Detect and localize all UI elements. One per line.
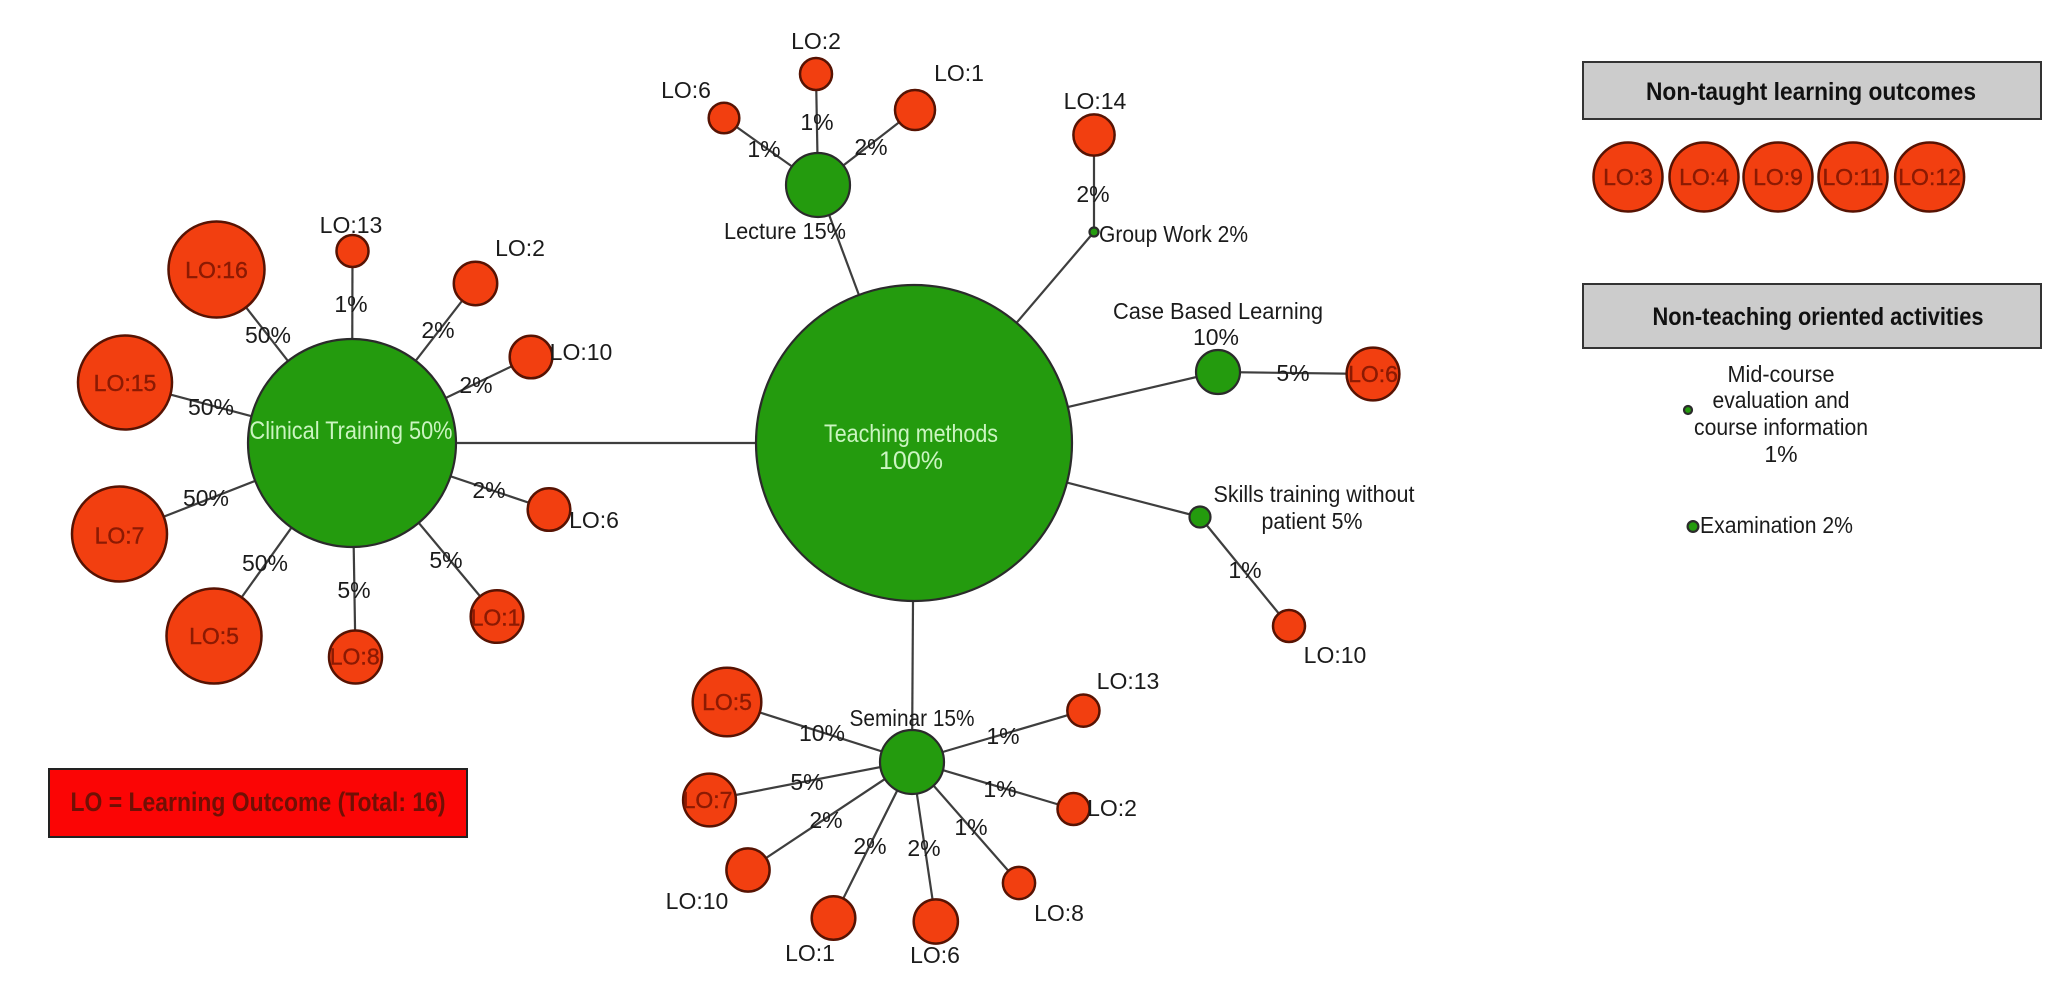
svg-text:LO:6: LO:6	[910, 942, 960, 968]
svg-text:1%: 1%	[747, 136, 780, 162]
svg-text:Lecture 15%: Lecture 15%	[724, 218, 846, 244]
svg-text:Seminar 15%: Seminar 15%	[850, 705, 975, 731]
svg-text:5%: 5%	[1276, 360, 1309, 386]
svg-text:LO:10: LO:10	[1304, 642, 1367, 668]
svg-text:50%: 50%	[245, 322, 291, 348]
svg-text:LO:16: LO:16	[185, 257, 248, 283]
svg-text:2%: 2%	[809, 807, 842, 833]
svg-text:LO:2: LO:2	[1087, 795, 1137, 821]
svg-text:LO:13: LO:13	[1097, 668, 1160, 694]
svg-text:LO:1: LO:1	[785, 940, 835, 966]
svg-text:patient 5%: patient 5%	[1262, 508, 1363, 534]
svg-text:1%: 1%	[986, 723, 1019, 749]
svg-text:Group Work 2%: Group Work 2%	[1099, 221, 1248, 247]
svg-text:2%: 2%	[421, 317, 454, 343]
svg-text:LO:5: LO:5	[189, 623, 239, 649]
svg-text:LO:8: LO:8	[1034, 900, 1084, 926]
svg-text:Case Based Learning: Case Based Learning	[1113, 298, 1323, 324]
svg-text:5%: 5%	[790, 769, 823, 795]
svg-text:2%: 2%	[853, 833, 886, 859]
svg-text:10%: 10%	[1193, 324, 1239, 350]
svg-text:LO:6: LO:6	[661, 77, 711, 103]
svg-text:LO:10: LO:10	[666, 888, 729, 914]
svg-text:LO:6: LO:6	[569, 507, 619, 533]
svg-text:LO:11: LO:11	[1823, 164, 1884, 190]
svg-text:LO:9: LO:9	[1753, 164, 1803, 190]
svg-text:1%: 1%	[1764, 441, 1797, 467]
svg-text:5%: 5%	[429, 547, 462, 573]
svg-text:Non-taught learning outcomes: Non-taught learning outcomes	[1646, 78, 1976, 106]
svg-text:1%: 1%	[800, 109, 833, 135]
svg-text:50%: 50%	[242, 550, 288, 576]
svg-text:Mid-course: Mid-course	[1728, 361, 1835, 387]
svg-text:Clinical Training 50%: Clinical Training 50%	[250, 417, 453, 445]
svg-text:evaluation and: evaluation and	[1713, 387, 1850, 413]
svg-text:LO:8: LO:8	[330, 644, 380, 670]
svg-text:LO:1: LO:1	[471, 605, 521, 631]
svg-text:LO:2: LO:2	[791, 28, 841, 54]
svg-text:LO:1: LO:1	[934, 60, 984, 86]
svg-text:LO:4: LO:4	[1679, 164, 1729, 190]
svg-text:LO:3: LO:3	[1603, 164, 1653, 190]
svg-text:5%: 5%	[337, 577, 370, 603]
svg-text:1%: 1%	[334, 291, 367, 317]
svg-text:LO:2: LO:2	[495, 235, 545, 261]
svg-text:course information: course information	[1694, 414, 1868, 440]
svg-text:LO:6: LO:6	[1348, 361, 1398, 387]
svg-text:50%: 50%	[183, 485, 229, 511]
svg-text:LO:10: LO:10	[550, 339, 613, 365]
svg-text:1%: 1%	[1228, 557, 1261, 583]
svg-text:50%: 50%	[188, 394, 234, 420]
svg-text:Examination 2%: Examination 2%	[1700, 512, 1853, 538]
svg-text:Non-teaching oriented activiti: Non-teaching oriented activities	[1653, 303, 1984, 331]
svg-text:LO:5: LO:5	[702, 689, 752, 715]
svg-text:10%: 10%	[799, 720, 845, 746]
svg-text:Skills training without: Skills training without	[1214, 481, 1416, 507]
svg-text:LO:7: LO:7	[683, 787, 733, 813]
svg-text:1%: 1%	[954, 814, 987, 840]
svg-text:LO:12: LO:12	[1898, 164, 1961, 190]
svg-text:2%: 2%	[1076, 181, 1109, 207]
svg-text:LO:14: LO:14	[1064, 88, 1127, 114]
svg-text:Teaching methods: Teaching methods	[824, 420, 998, 448]
svg-text:1%: 1%	[983, 776, 1016, 802]
svg-text:LO:13: LO:13	[320, 212, 383, 238]
svg-text:LO:7: LO:7	[95, 523, 145, 549]
svg-text:LO:15: LO:15	[94, 370, 157, 396]
svg-text:2%: 2%	[472, 477, 505, 503]
svg-text:LO = Learning Outcome (Total:: LO = Learning Outcome (Total: 16)	[71, 787, 446, 817]
svg-text:2%: 2%	[907, 835, 940, 861]
svg-text:100%: 100%	[879, 447, 943, 475]
svg-text:2%: 2%	[854, 134, 887, 160]
svg-text:2%: 2%	[459, 372, 492, 398]
